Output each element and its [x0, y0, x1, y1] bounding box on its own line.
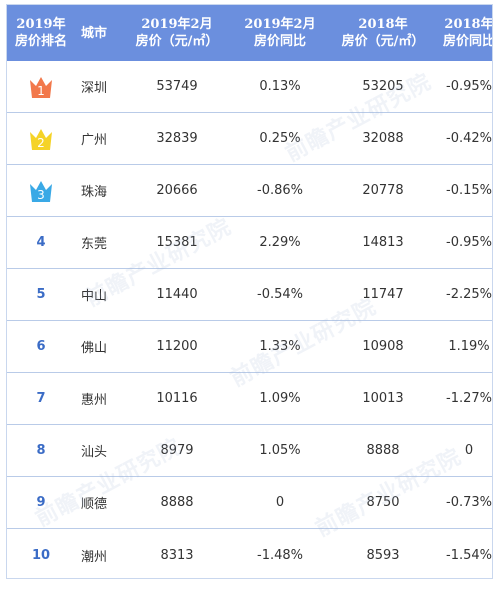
table-row: 5 中山 11440 -0.54% 11747 -2.25% [7, 269, 492, 321]
table-row: 10 潮州 8313 -1.48% 8593 -1.54% [7, 529, 492, 578]
price-2018: 20778 [362, 183, 404, 198]
table-row: 4 东莞 15381 2.29% 14813 -0.95% [7, 217, 492, 269]
yoy-2019: -0.54% [257, 287, 303, 302]
yoy-2018: -0.73% [446, 495, 492, 510]
crown-icon: 1 [30, 76, 52, 98]
price-2019: 8888 [160, 495, 194, 510]
price-2018: 10908 [362, 339, 404, 354]
yoy-2019: -1.48% [257, 547, 303, 563]
rank-number: 5 [36, 287, 46, 302]
city-name: 珠海 [81, 185, 108, 200]
yoy-2018: 1.19% [448, 339, 490, 354]
price-2019: 8313 [160, 547, 194, 563]
table-header: 2019年 房价排名 城市 2019年2月 房价（元/㎡） 2019年2月 房价… [7, 5, 492, 61]
rank-number: 10 [31, 547, 51, 563]
table-row: 3 珠海 20666 -0.86% 20778 -0.15% [7, 165, 492, 217]
city-name: 中山 [81, 289, 108, 304]
city-name: 广州 [81, 133, 108, 148]
crown-rank-number: 1 [37, 84, 45, 98]
yoy-2018: -1.54% [446, 547, 492, 563]
table-row: 9 顺德 8888 0 8750 -0.73% [7, 477, 492, 529]
yoy-2018: -0.42% [446, 131, 492, 146]
yoy-2019: 2.29% [259, 235, 301, 250]
header-price-2018: 2018年 房价（元/㎡） [341, 17, 425, 49]
price-2019: 8979 [160, 443, 194, 458]
rank-crown-cell: 3 [9, 178, 73, 204]
price-2018: 8750 [366, 495, 400, 510]
city-name: 佛山 [81, 341, 108, 356]
price-2018: 32088 [362, 131, 404, 146]
table-row: 7 惠州 10116 1.09% 10013 -1.27% [7, 373, 492, 425]
city-name: 顺德 [81, 497, 108, 512]
price-2018: 8888 [366, 443, 400, 458]
crown-rank-number: 2 [37, 136, 45, 150]
rank-number: 7 [36, 391, 46, 406]
rank-crown-cell: 1 [9, 74, 73, 100]
yoy-2018: 0 [464, 443, 474, 458]
price-2019: 10116 [156, 391, 198, 406]
rank-number: 4 [36, 235, 46, 250]
price-2019: 32839 [156, 131, 198, 146]
yoy-2019: 1.05% [259, 443, 301, 458]
table-row: 2 广州 32839 0.25% 32088 -0.42% [7, 113, 492, 165]
header-city: 城市 [81, 25, 108, 41]
price-2019: 11440 [156, 287, 198, 302]
yoy-2019: 0.13% [259, 79, 301, 94]
table-body: 1 深圳 53749 0.13% 53205 -0.95% 2 广州 32839… [7, 61, 492, 578]
yoy-2019: -0.86% [257, 183, 303, 198]
city-name: 惠州 [81, 393, 108, 408]
table-row: 8 汕头 8979 1.05% 8888 0 [7, 425, 492, 477]
rank-number: 6 [36, 339, 46, 354]
city-name: 潮州 [81, 549, 108, 565]
crown-icon: 2 [30, 128, 52, 150]
header-yoy-2018: 2018年 房价同比 [442, 17, 493, 49]
header-rank: 2019年 房价排名 [14, 17, 67, 49]
yoy-2018: -2.25% [446, 287, 492, 302]
yoy-2019: 0.25% [259, 131, 301, 146]
price-2019: 15381 [156, 235, 198, 250]
city-name: 汕头 [81, 445, 108, 460]
rank-number: 8 [36, 443, 46, 458]
yoy-2018: -1.27% [446, 391, 492, 406]
price-2019: 20666 [156, 183, 198, 198]
crown-icon: 3 [30, 180, 52, 202]
city-name: 东莞 [81, 237, 108, 252]
header-price-2019: 2019年2月 房价（元/㎡） [135, 17, 219, 49]
yoy-2019: 1.09% [259, 391, 301, 406]
price-2019: 11200 [156, 339, 198, 354]
yoy-2019: 0 [275, 495, 285, 510]
city-name: 深圳 [81, 81, 108, 96]
price-2018: 10013 [362, 391, 404, 406]
yoy-2018: -0.95% [446, 235, 492, 250]
price-2018: 14813 [362, 235, 404, 250]
table-row: 6 佛山 11200 1.33% 10908 1.19% [7, 321, 492, 373]
price-2019: 53749 [156, 79, 198, 94]
rank-number: 9 [36, 495, 46, 510]
price-2018: 53205 [362, 79, 404, 94]
rank-crown-cell: 2 [9, 126, 73, 152]
price-2018: 8593 [366, 547, 400, 563]
yoy-2018: -0.15% [446, 183, 492, 198]
yoy-2019: 1.33% [259, 339, 301, 354]
crown-rank-number: 3 [37, 188, 45, 202]
price-2018: 11747 [362, 287, 404, 302]
table-row: 1 深圳 53749 0.13% 53205 -0.95% [7, 61, 492, 113]
yoy-2018: -0.95% [446, 79, 492, 94]
ranking-table: 2019年 房价排名 城市 2019年2月 房价（元/㎡） 2019年2月 房价… [6, 4, 493, 579]
header-yoy-2019: 2019年2月 房价同比 [244, 17, 316, 49]
